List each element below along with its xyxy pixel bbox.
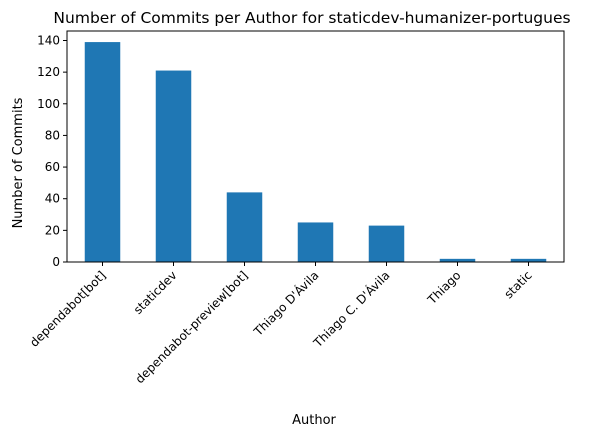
x-tick-label: Thiago — [424, 268, 463, 307]
bar-dependabot-preview-bot — [226, 192, 263, 262]
y-tick-label: 100 — [37, 97, 60, 111]
x-tick-label: staticdev — [131, 268, 180, 317]
x-tick-label: dependabot-preview[bot] — [133, 268, 251, 386]
x-tick-label: Thiago C. D'Ávila — [309, 268, 392, 351]
bar-dependabot-bot — [84, 42, 121, 262]
x-tick-label: Thiago D'Ávila — [250, 268, 322, 340]
y-tick-label: 0 — [52, 255, 60, 269]
x-tick-label: static — [501, 268, 534, 301]
x-tick-label: dependabot[bot] — [27, 268, 109, 350]
bar-thiago-d-vila — [297, 222, 334, 262]
y-tick-label: 40 — [45, 192, 60, 206]
y-tick-label: 60 — [45, 160, 60, 174]
bar-static — [510, 258, 547, 262]
x-axis-label: Author — [292, 413, 336, 428]
bar-thiago-c-d-vila — [368, 225, 405, 262]
y-tick-label: 120 — [37, 65, 60, 79]
x-axis-ticks: dependabot[bot] staticdevdependabot-previ… — [27, 262, 535, 386]
y-tick-label: 20 — [45, 223, 60, 237]
y-axis-label: Number of Commits — [11, 97, 26, 228]
chart-title: Number of Commits per Author for staticd… — [53, 9, 570, 27]
y-tick-label: 140 — [37, 33, 60, 47]
bars-group — [84, 42, 547, 262]
y-tick-label: 80 — [45, 128, 60, 142]
bar-thiago — [439, 258, 476, 262]
bar-staticdev — [155, 70, 192, 262]
y-axis-ticks: 0 20 40 60 80 100 120 140 — [37, 33, 67, 269]
